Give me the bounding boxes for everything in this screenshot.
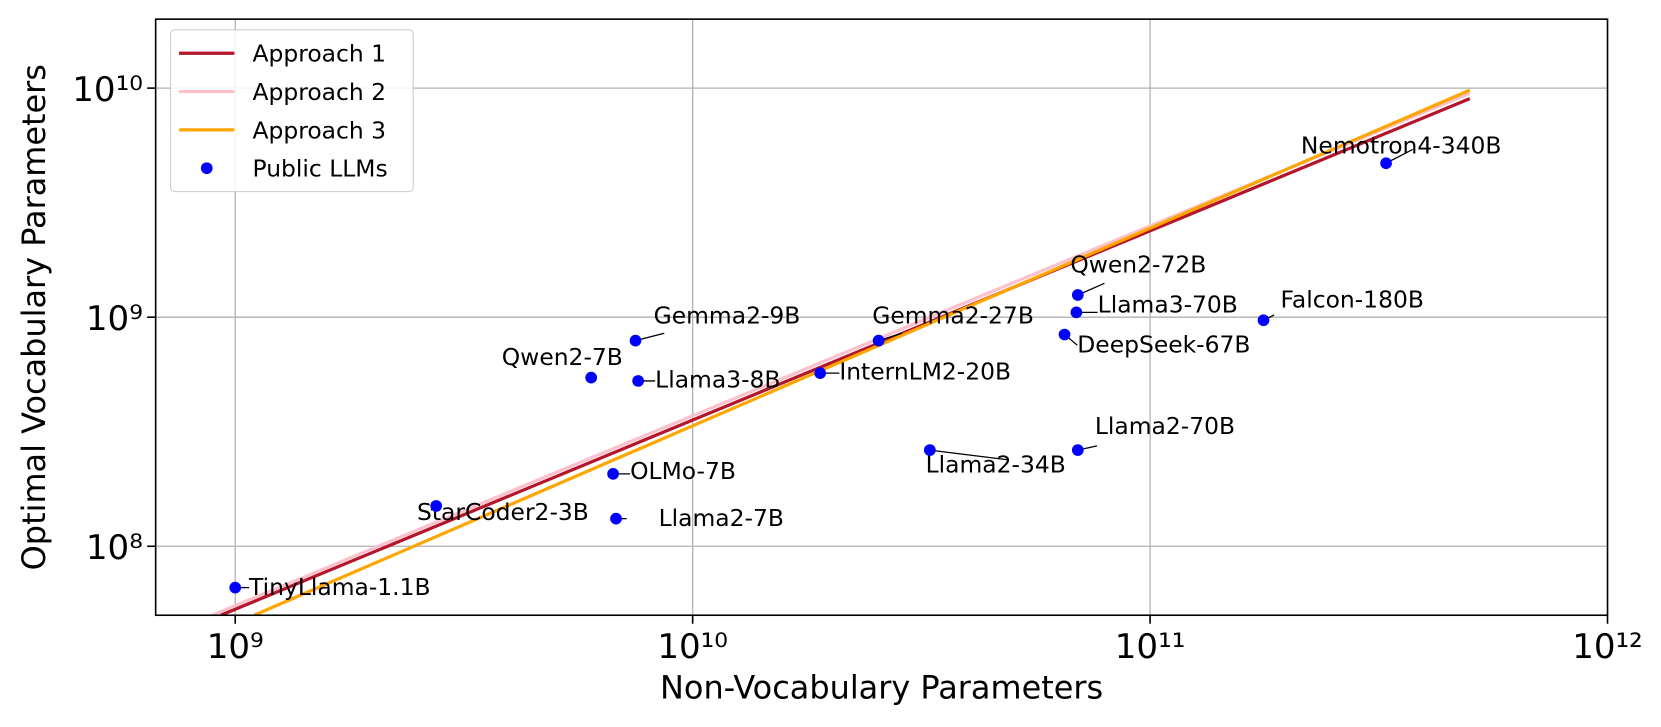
series-line — [220, 97, 1471, 616]
point-label: Llama2-34B — [926, 450, 1066, 478]
point-label: Llama3-8B — [655, 365, 780, 393]
data-point — [1257, 314, 1270, 327]
series-line — [253, 88, 1471, 616]
legend-label: Approach 1 — [253, 40, 387, 68]
point-label: Qwen2-72B — [1070, 251, 1206, 279]
legend-label: Approach 2 — [253, 78, 387, 106]
point-label: Llama2-7B — [659, 504, 784, 532]
legend-marker — [200, 162, 213, 175]
x-tick-label: 10¹⁰ — [657, 627, 728, 667]
x-tick-label: 10¹¹ — [1115, 627, 1186, 667]
legend-box — [170, 29, 414, 193]
y-tick-label: 10¹⁰ — [72, 70, 143, 110]
point-label: OLMo-7B — [630, 457, 736, 485]
data-point — [923, 444, 936, 456]
point-label: DeepSeek-67B — [1077, 331, 1250, 359]
point-label: StarCoder2-3B — [417, 498, 589, 526]
x-axis-label: Non-Vocabulary Parameters — [660, 668, 1103, 706]
data-point — [229, 581, 242, 594]
point-label: TinyLlama-1.1B — [248, 573, 431, 601]
point-label: Llama3-70B — [1098, 290, 1238, 318]
annotation-leader — [929, 449, 1007, 461]
data-point — [1058, 328, 1071, 341]
data-point — [585, 371, 598, 384]
legend-label: Approach 3 — [253, 116, 387, 144]
data-point — [607, 468, 619, 480]
point-label: InternLM2-20B — [839, 358, 1011, 386]
point-label: Nemotron4-340B — [1301, 132, 1502, 160]
data-point — [1070, 306, 1083, 319]
data-point — [430, 500, 443, 512]
y-tick-label: 10⁹ — [86, 299, 143, 339]
x-tick-label: 10¹² — [1572, 627, 1643, 667]
data-point — [629, 334, 642, 347]
data-point — [1071, 289, 1084, 301]
point-label: Qwen2-7B — [502, 343, 623, 371]
annotations: TinyLlama-1.1B StarCoder2-3B Llama2-7B OLMo… — [235, 132, 1501, 601]
point-label: Falcon-180B — [1281, 285, 1424, 313]
data-point — [610, 512, 622, 525]
point-label: Gemma2-27B — [872, 302, 1034, 330]
y-axis-label: Optimal Vocabulary Parameters — [15, 64, 53, 570]
x-tick-label: 10⁹ — [207, 627, 264, 667]
legend: Approach 1 Approach 2 Approach 3 Public LLM… — [170, 29, 414, 193]
ticks: 10⁹ 10¹⁰ 10¹¹ 10¹² 10⁸ 10⁹ 10¹⁰ — [72, 70, 1643, 667]
lines — [211, 88, 1471, 616]
data-point — [1071, 444, 1084, 456]
point-label: Llama2-70B — [1095, 412, 1235, 440]
data-point — [1380, 157, 1392, 170]
y-tick-label: 10⁸ — [86, 528, 143, 568]
data-point — [872, 334, 885, 347]
data-point — [632, 375, 644, 387]
point-label: Gemma2-9B — [654, 302, 801, 330]
points — [229, 157, 1392, 594]
legend-label: Public LLMs — [253, 155, 388, 183]
data-point — [814, 367, 827, 379]
